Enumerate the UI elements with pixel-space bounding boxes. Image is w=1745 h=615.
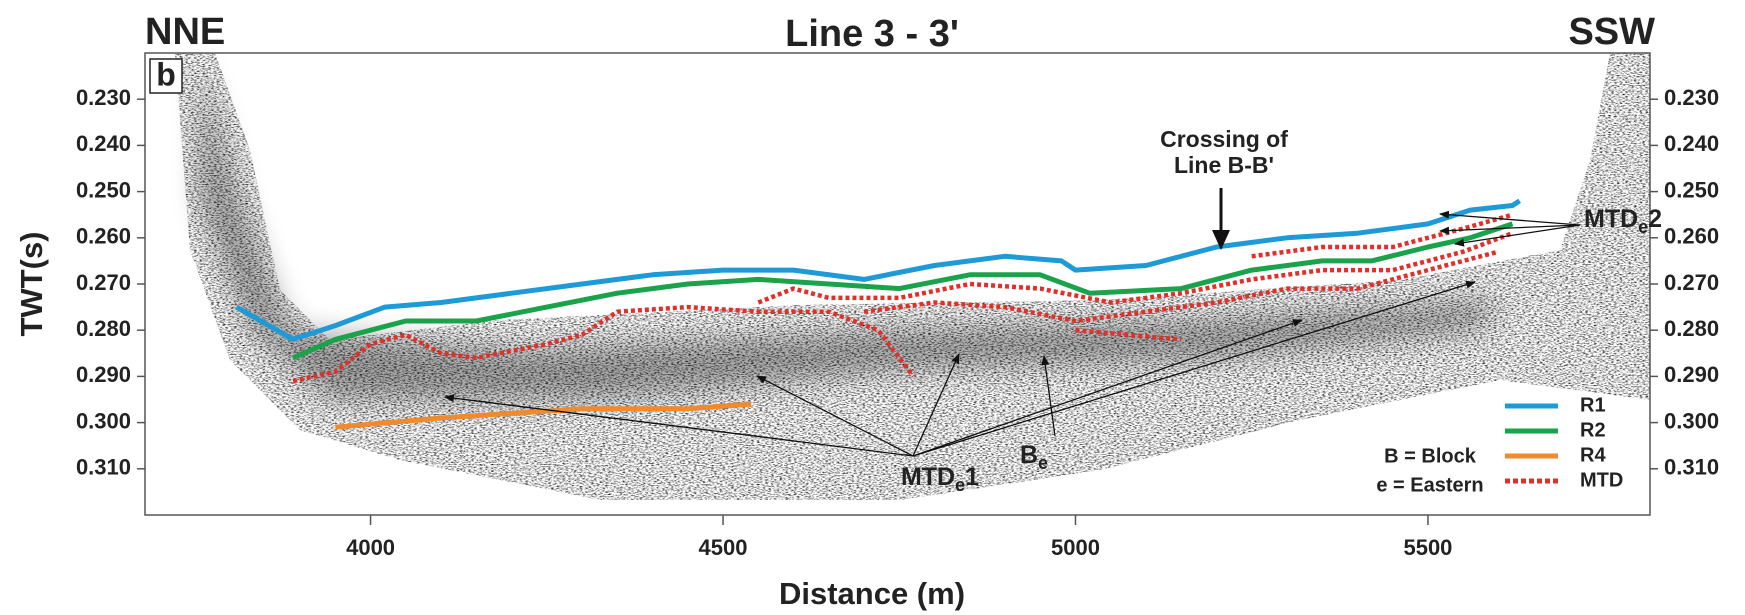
series-line — [291, 221, 1514, 361]
mtd2-arrow — [1439, 210, 1581, 226]
y-tick-label-right: 0.260 — [1664, 224, 1719, 249]
y-tick-label-right: 0.270 — [1664, 270, 1719, 295]
y-tick-label: 0.300 — [76, 408, 131, 433]
left-direction: NNE — [145, 11, 225, 53]
x-tick-label: 4000 — [346, 535, 395, 560]
legend-label: R2 — [1580, 419, 1606, 441]
y-tick-label: 0.290 — [76, 362, 131, 387]
mtd1-label-part: MTD — [901, 463, 955, 491]
block-arrow — [1041, 355, 1056, 437]
y-tick-label: 0.230 — [76, 85, 131, 110]
x-tick-label: 5000 — [1051, 535, 1100, 560]
seismic-background — [175, 53, 1650, 500]
y-tick-label: 0.250 — [76, 177, 131, 202]
right-direction: SSW — [1568, 11, 1655, 53]
legend-label: R4 — [1580, 444, 1606, 466]
y-tick-label-right: 0.280 — [1664, 316, 1719, 341]
y-tick-label-right: 0.310 — [1664, 455, 1719, 480]
y-tick-label: 0.310 — [76, 455, 131, 480]
key-label: e = Eastern — [1376, 474, 1483, 496]
y-tick-label: 0.260 — [76, 224, 131, 249]
y-tick-label-right: 0.300 — [1664, 408, 1719, 433]
y-tick-label: 0.240 — [76, 131, 131, 156]
block-label: Be — [1020, 441, 1048, 473]
y-tick-label: 0.280 — [76, 316, 131, 341]
series-line — [335, 401, 752, 430]
block-label-part: e — [1038, 453, 1048, 473]
mtd1-arrow — [444, 394, 914, 457]
mtd1-arrow — [912, 353, 960, 457]
mtd1-arrow — [912, 280, 1476, 457]
legend-label: R1 — [1580, 394, 1606, 416]
mtd1-label-part: e — [955, 475, 965, 495]
y-tick-label-right: 0.240 — [1664, 131, 1719, 156]
legend-label: MTD — [1580, 469, 1623, 491]
y-tick-label-right: 0.230 — [1664, 85, 1719, 110]
mtd1-label-part: 1 — [965, 463, 979, 491]
x-axis-label: Distance (m) — [779, 576, 965, 611]
key-label: B = Block — [1384, 445, 1477, 467]
x-tick-label: 4500 — [699, 535, 748, 560]
series-line — [292, 212, 1514, 384]
mtd1-arrow — [912, 319, 1303, 457]
mtd1-arrow — [756, 375, 914, 457]
block-label-part: B — [1020, 441, 1038, 469]
mtd2-label-part: e — [1638, 217, 1648, 237]
y-axis-label: TWT(s) — [14, 231, 49, 336]
y-tick-label: 0.270 — [76, 270, 131, 295]
x-tick-label: 5500 — [1403, 535, 1452, 560]
mtd2-arrow — [1439, 224, 1581, 235]
mtd2-label: MTDe2 — [1584, 205, 1662, 237]
mtd2-label-part: MTD — [1584, 205, 1638, 233]
crossing-label: Crossing of — [1160, 126, 1288, 152]
mtd2-arrow — [1454, 224, 1581, 247]
chart-title: Line 3 - 3' — [785, 13, 959, 55]
mtd2-label-part: 2 — [1648, 205, 1662, 233]
y-tick-label-right: 0.290 — [1664, 362, 1719, 387]
mtd1-label: MTDe1 — [901, 463, 979, 495]
panel-label: b — [156, 56, 176, 92]
crossing-label: Line B-B' — [1174, 152, 1274, 178]
series-line — [235, 198, 1521, 342]
y-tick-label-right: 0.250 — [1664, 177, 1719, 202]
panel-box — [149, 58, 183, 94]
